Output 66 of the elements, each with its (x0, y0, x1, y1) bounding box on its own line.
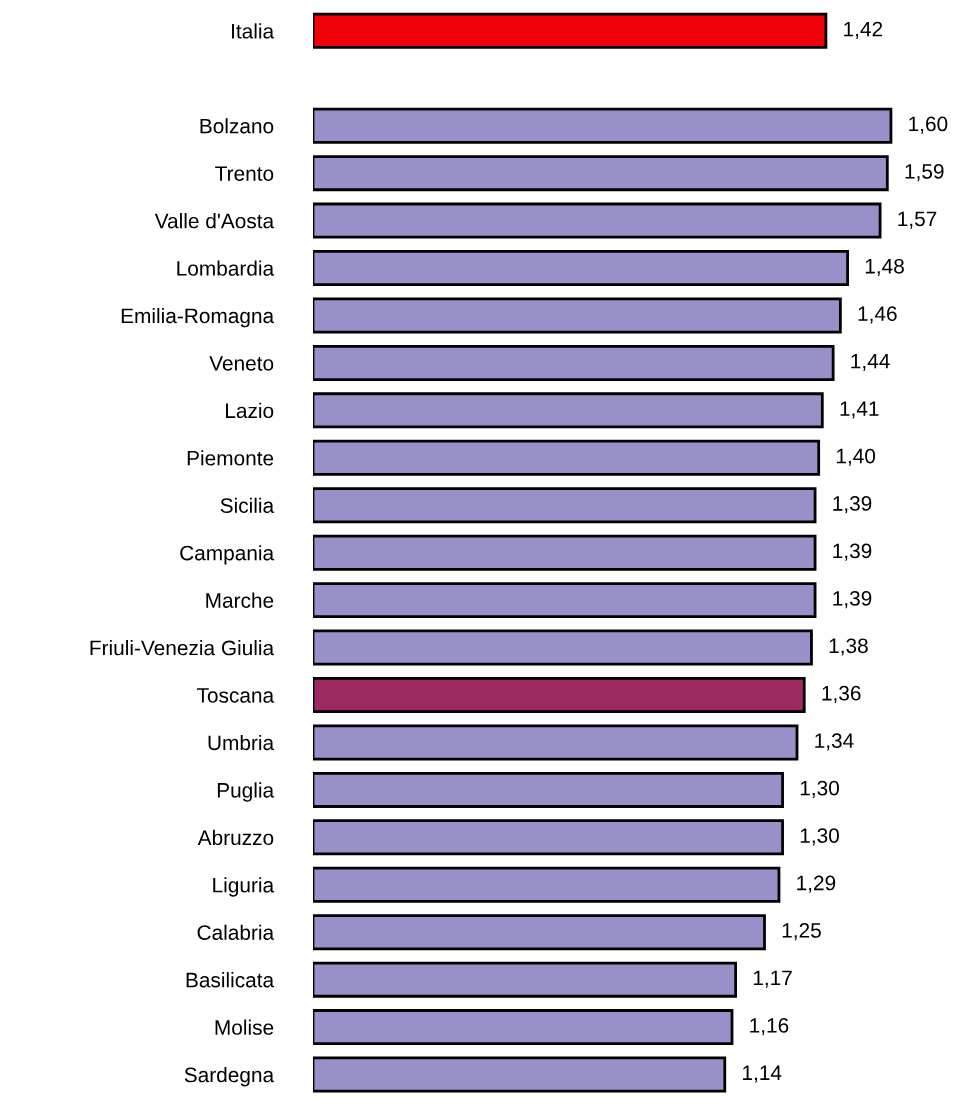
bar (313, 392, 824, 429)
bar (313, 819, 784, 856)
data-label: 1,39 (833, 543, 872, 561)
y-tick-label: Abruzzo (197, 829, 274, 846)
data-label: 1,48 (865, 258, 904, 277)
data-label: 1,42 (844, 21, 883, 39)
bar (313, 1009, 734, 1046)
bar (313, 914, 766, 951)
data-label: 1,17 (753, 970, 792, 988)
y-tick-label: Emilia-Romagna (121, 307, 275, 328)
y-tick-label: Piemonte (187, 450, 274, 466)
data-label: 1,40 (836, 448, 876, 466)
bar (313, 961, 737, 998)
bar (313, 107, 893, 144)
y-tick-label: Valle d'Aosta (154, 213, 275, 229)
y-tick-label: Lombardia (177, 260, 275, 276)
y-tick-label: Calabria (197, 924, 275, 940)
data-label: 1,30 (800, 828, 839, 846)
data-label: 1,34 (815, 733, 854, 751)
bar (313, 439, 821, 476)
data-label: 1,57 (898, 211, 937, 229)
bar (313, 724, 799, 761)
data-label: 1,25 (782, 923, 821, 941)
y-tick-label: Trento (215, 166, 274, 181)
y-tick-label: Friuli-Venezia Giulia (90, 640, 275, 656)
y-tick-label: Toscana (197, 688, 275, 703)
bar (313, 12, 828, 49)
bar (313, 629, 813, 666)
bar (313, 297, 842, 334)
data-label: 1,44 (851, 353, 890, 371)
bar (313, 487, 817, 524)
bar (313, 866, 781, 903)
data-label: 1,60 (909, 116, 948, 134)
y-tick-label: Molise (215, 1019, 274, 1035)
bar (313, 677, 806, 713)
y-tick-label: Sicilia (220, 497, 275, 513)
bar (313, 344, 835, 381)
y-tick-label: Basilicata (186, 972, 275, 988)
y-tick-label: Marche (206, 592, 274, 608)
data-label: 1,14 (743, 1065, 782, 1083)
data-label: 1,59 (905, 164, 944, 182)
data-label: 1,39 (833, 496, 872, 514)
bar (313, 202, 882, 239)
data-label: 1,41 (840, 401, 879, 419)
bar (313, 155, 889, 192)
data-label: 1,16 (750, 1017, 789, 1036)
bar (313, 771, 784, 808)
data-label: 1,29 (797, 875, 836, 893)
data-label: 1,38 (829, 638, 868, 656)
y-tick-label: Italia (232, 23, 275, 39)
data-label: 1,36 (822, 685, 861, 704)
y-tick-label: Sardegna (184, 1066, 275, 1087)
bar (313, 1056, 727, 1093)
y-tick-label: Campania (180, 545, 275, 565)
y-tick-label: Liguria (213, 877, 275, 897)
bar (313, 534, 817, 571)
data-label: 1,30 (800, 780, 839, 798)
bar (313, 250, 849, 287)
y-tick-label: Puglia (217, 782, 275, 802)
y-tick-label: Veneto (209, 356, 274, 371)
bar (313, 582, 817, 619)
y-tick-label: Lazio (226, 402, 274, 419)
y-tick-label: Bolzano (200, 118, 274, 134)
data-label: 1,46 (858, 306, 897, 324)
data-label: 1,39 (833, 590, 872, 609)
y-tick-label: Umbria (208, 734, 275, 751)
